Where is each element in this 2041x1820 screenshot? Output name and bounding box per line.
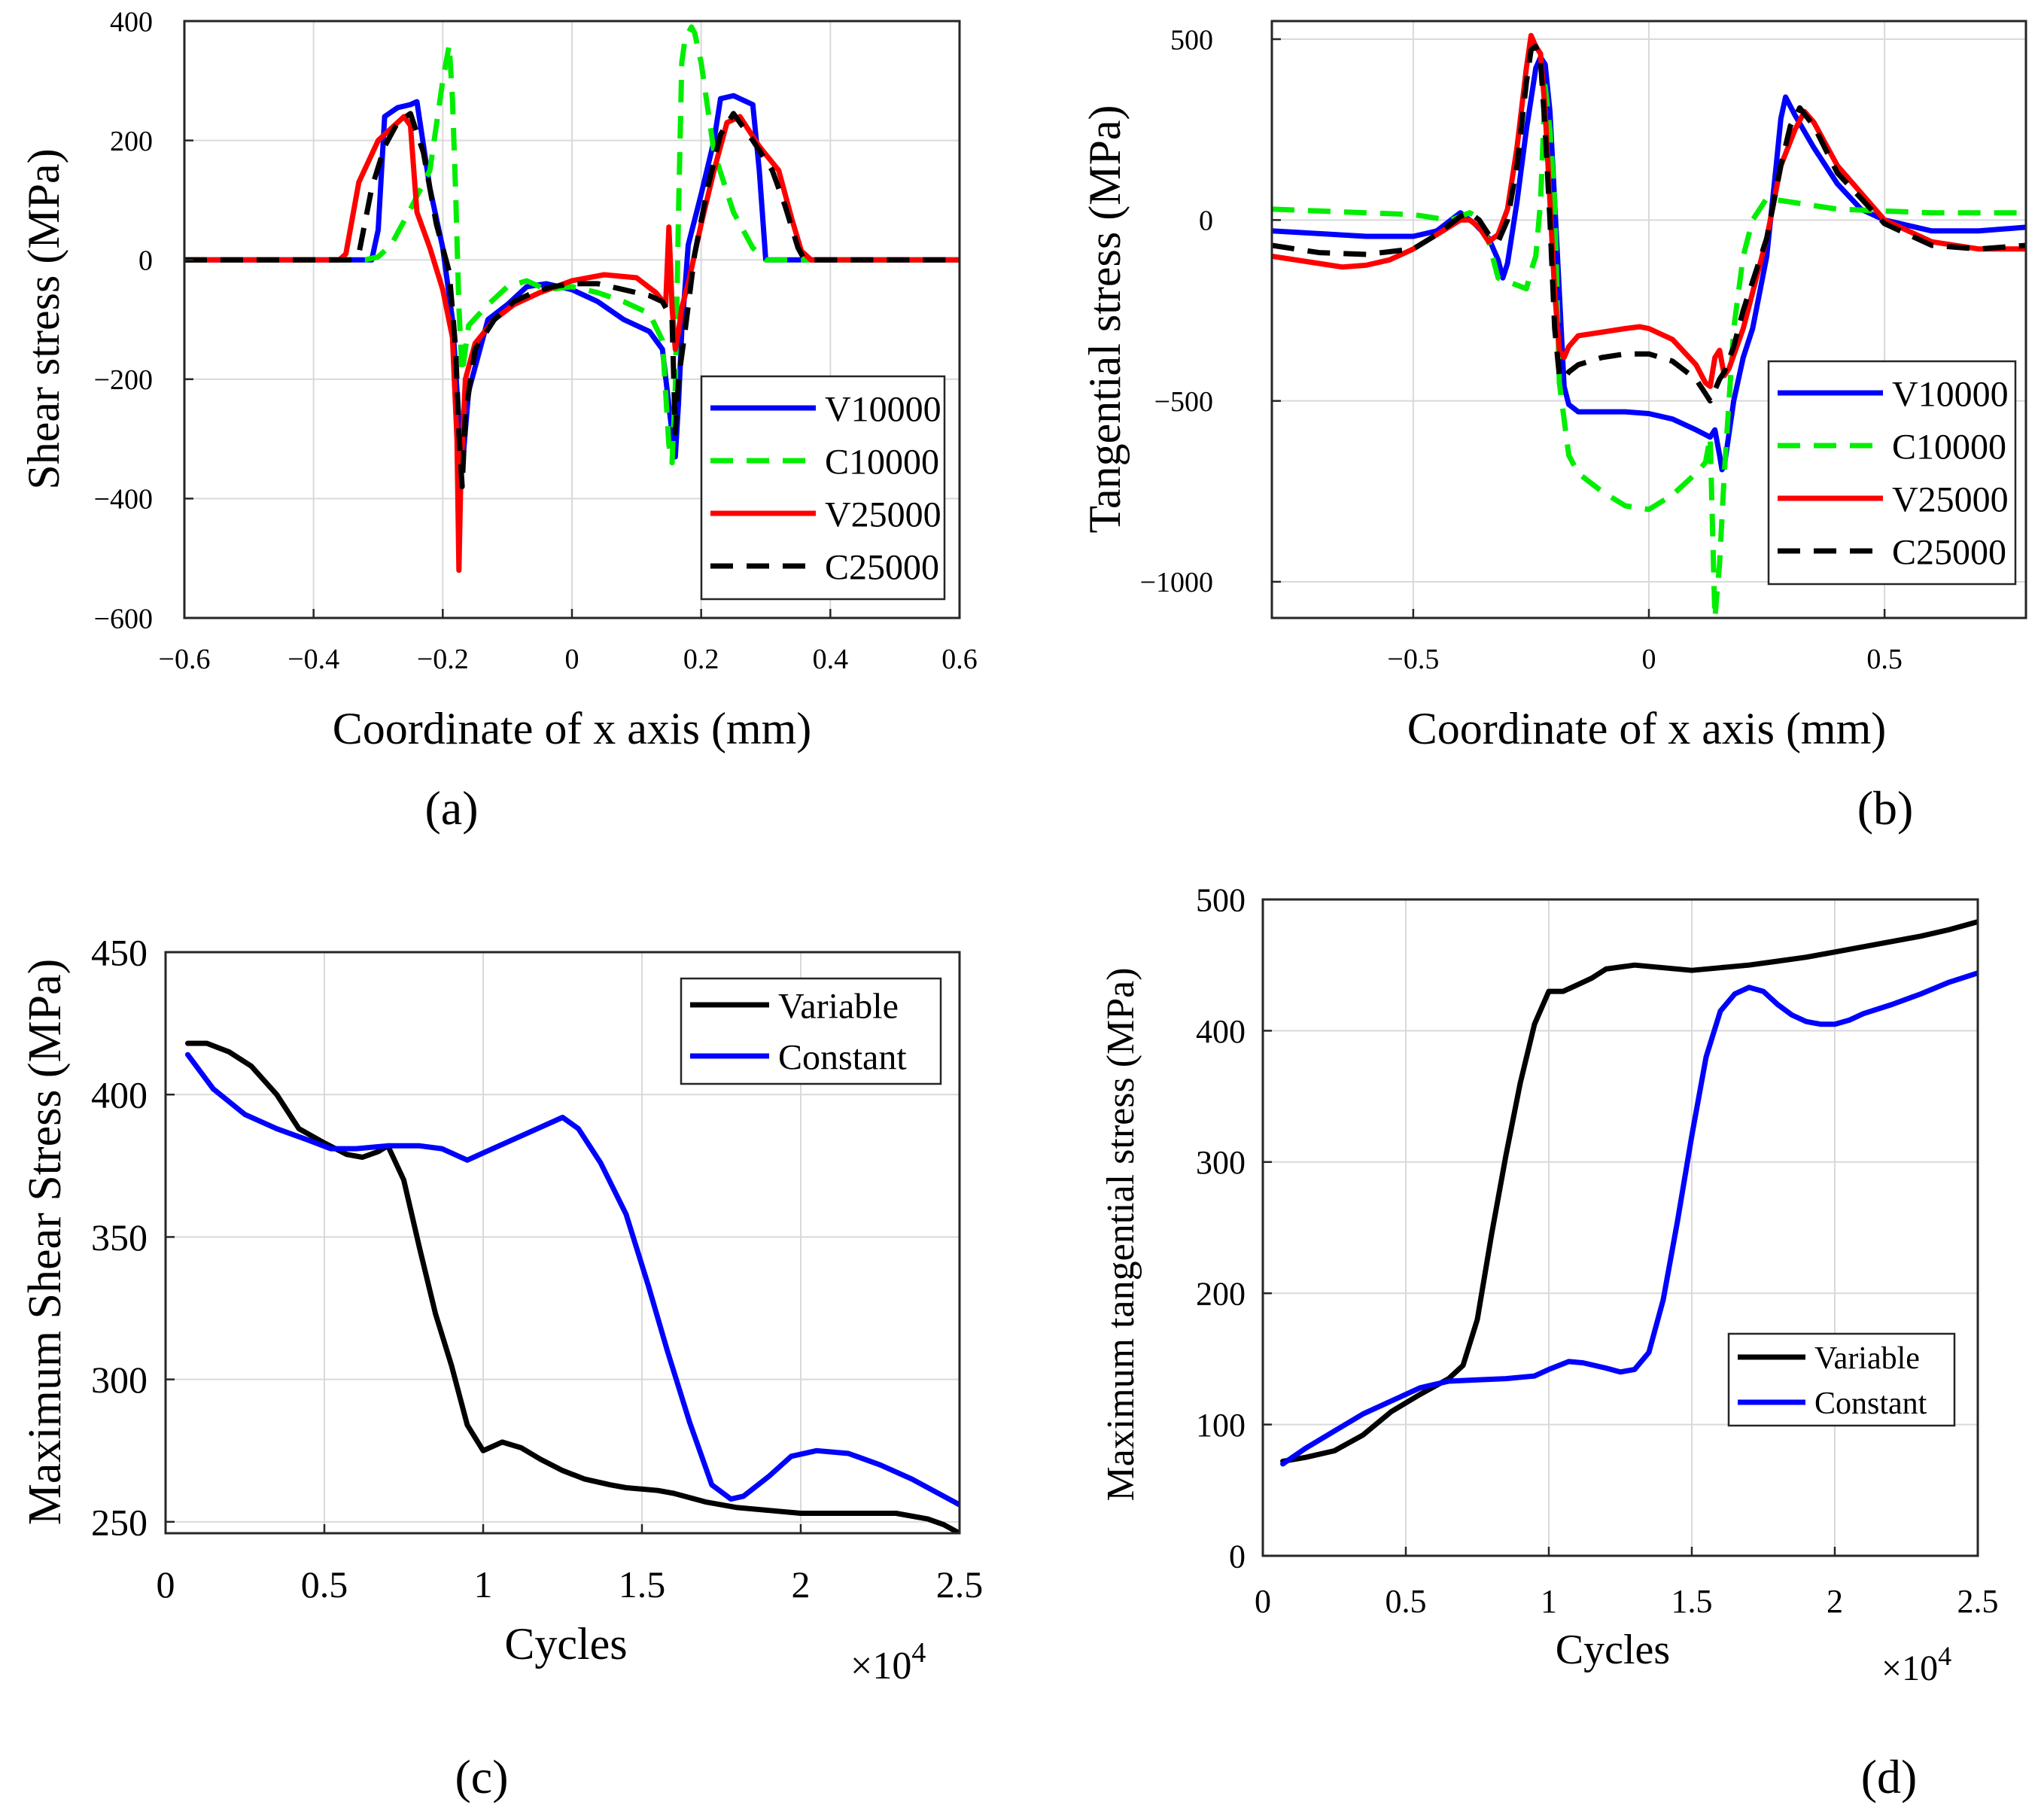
y-tick-label: −1000 (1140, 567, 1213, 598)
multiplier-base: ×10 (1881, 1648, 1938, 1688)
series-line-variable (185, 1040, 960, 1533)
y-tick-label: 250 (91, 1501, 148, 1543)
legend-box (680, 977, 942, 1085)
multiplier-exponent: 4 (1938, 1641, 1951, 1671)
legend-box (1727, 1332, 1956, 1427)
series-line-v10000 (1272, 54, 2026, 473)
y-tick-label: 350 (91, 1216, 148, 1258)
legend-label-c10000: C10000 (825, 442, 939, 482)
panel-b-tangential-stress: −0.5 0 0.5 −1000 −500 0 500 Coordinate of x ax… (1080, 20, 2027, 835)
series-line-c25000 (1272, 44, 2026, 404)
y-tick-label: 400 (91, 1074, 148, 1116)
legend-label-v10000: V10000 (1892, 374, 2009, 414)
y-tick-label: 100 (1196, 1407, 1246, 1444)
x-tick-label: 0.4 (813, 644, 849, 675)
y-tick-label: 500 (1196, 881, 1246, 918)
series-line-variable (1280, 919, 1978, 1464)
x-tick-label: 0.6 (941, 644, 978, 675)
y-tick-label: −200 (94, 364, 153, 396)
legend-label-c25000: C25000 (1892, 532, 2006, 572)
y-axis-label: Maximum tangential stress (MPa) (1100, 967, 1142, 1501)
x-tick-label: 2 (1827, 1583, 1843, 1620)
plot-frame (164, 951, 961, 1535)
legend-label-variable: Variable (778, 986, 899, 1026)
y-tick-label: −600 (94, 603, 153, 635)
series-line-c10000 (184, 24, 960, 466)
x-tick-label: 2.5 (1957, 1583, 1999, 1620)
x-tick-label: 0 (157, 1563, 175, 1605)
series-line-c25000 (184, 111, 960, 489)
panel-label: (d) (1861, 1750, 1918, 1803)
y-axis-label: Maximum Shear Stress (MPa) (20, 959, 71, 1526)
y-tick-label: −500 (1154, 386, 1213, 418)
x-tick-label: −0.5 (1387, 644, 1439, 675)
y-tick-label: 0 (1229, 1538, 1246, 1575)
x-tick-label: −0.4 (287, 644, 339, 675)
legend-label-variable: Variable (1814, 1341, 1920, 1376)
panel-label: (b) (1857, 781, 1914, 835)
series-line-constant (1280, 970, 1978, 1467)
x-tick-label: 0.5 (301, 1563, 348, 1605)
legend-label-v25000: V25000 (1892, 479, 2009, 519)
x-tick-label: 0 (565, 644, 579, 675)
legend-label-c10000: C10000 (1892, 427, 2006, 467)
y-tick-label: 500 (1170, 24, 1213, 56)
y-axis-label: Tangential stress (MPa) (1080, 105, 1130, 533)
y-tick-label: 400 (1196, 1013, 1246, 1050)
y-tick-label: 450 (91, 932, 148, 974)
x-tick-label: 1 (1541, 1583, 1557, 1620)
legend-label-constant: Constant (778, 1037, 907, 1077)
y-tick-label: 400 (110, 6, 153, 38)
x-axis-multiplier: ×104 (850, 1637, 926, 1688)
legend-label-constant: Constant (1814, 1386, 1927, 1421)
series-line-constant (185, 1052, 960, 1508)
x-tick-label: −0.2 (417, 644, 469, 675)
panel-d-max-tangential-stress: 0 0.5 1 1.5 2 2.5 0 100 200 300 400 500 Cycles ×104… (1100, 881, 1999, 1803)
y-tick-label: 200 (1196, 1276, 1246, 1313)
x-axis-label: Coordinate of x axis (mm) (1407, 704, 1887, 753)
x-tick-label: −0.6 (159, 644, 211, 675)
x-tick-label: 0 (1255, 1583, 1271, 1620)
x-tick-label: 0.5 (1386, 1583, 1427, 1620)
y-tick-label: 200 (110, 126, 153, 157)
series-line-c10000 (1272, 84, 2026, 618)
y-tick-label: 0 (1199, 205, 1213, 237)
multiplier-base: ×10 (850, 1645, 911, 1688)
y-axis-label: Shear stress (MPa) (19, 148, 68, 489)
x-axis-label: Cycles (504, 1619, 627, 1669)
panel-label: (c) (455, 1750, 508, 1803)
x-axis-label: Coordinate of x axis (mm) (333, 704, 812, 753)
x-tick-label: 2.5 (936, 1563, 984, 1605)
y-tick-label: 300 (91, 1359, 148, 1401)
x-tick-label: 0.2 (683, 644, 719, 675)
x-tick-label: 0.5 (1866, 644, 1903, 675)
legend-label-v10000: V10000 (825, 389, 941, 429)
legend-box (1767, 360, 2017, 586)
x-tick-label: 2 (792, 1563, 811, 1605)
x-tick-label: 0 (1642, 644, 1656, 675)
legend-label-c25000: C25000 (825, 547, 939, 587)
panel-a-shear-stress: −0.6 −0.4 −0.2 0 0.2 0.4 0.6 −600 −400 −200 0 200 40… (19, 6, 978, 835)
legend-label-v25000: V25000 (825, 495, 941, 534)
multiplier-exponent: 4 (911, 1637, 926, 1669)
x-tick-label: 1.5 (1671, 1583, 1713, 1620)
plot-frame (1261, 898, 1979, 1557)
x-axis-multiplier: ×104 (1881, 1641, 1951, 1688)
y-tick-label: −400 (94, 484, 153, 516)
y-tick-label: 0 (138, 245, 153, 277)
series-line-v10000 (184, 93, 960, 472)
x-axis-label: Cycles (1556, 1627, 1670, 1673)
x-tick-label: 1.5 (619, 1563, 666, 1605)
x-tick-label: 1 (474, 1563, 493, 1605)
panel-label: (a) (424, 781, 478, 835)
legend-box (700, 375, 946, 601)
series-line-v25000 (184, 114, 960, 574)
y-tick-label: 300 (1196, 1144, 1246, 1181)
